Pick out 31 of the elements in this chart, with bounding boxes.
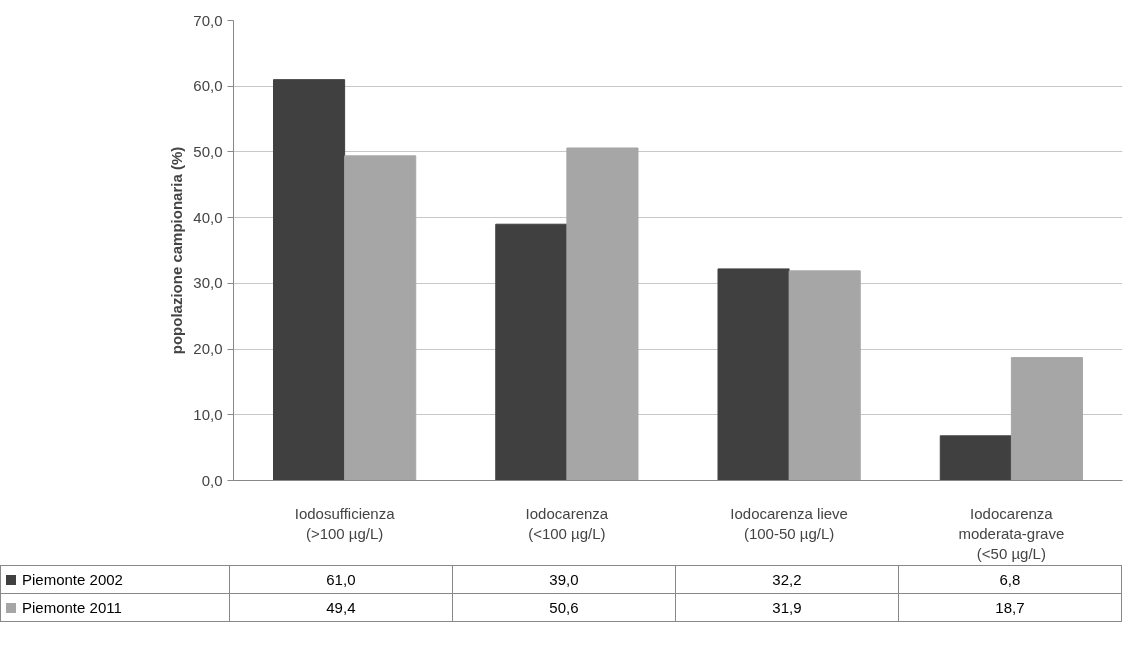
y-tick-label: 0,0 <box>201 471 223 489</box>
legend-label: Piemonte 2011 <box>0 593 230 622</box>
bar <box>273 79 346 481</box>
y-tick-label: 10,0 <box>193 405 223 423</box>
x-tick-label: Iodocarenza (<100 µg/L) <box>525 504 609 542</box>
data-label: 49,4 <box>229 593 453 622</box>
data-label: 39,0 <box>452 565 676 594</box>
data-label: 61,0 <box>229 565 453 594</box>
bar <box>717 268 790 481</box>
bar <box>1010 357 1083 481</box>
data-label: 32,2 <box>675 565 899 594</box>
y-tick-label: 60,0 <box>193 77 223 95</box>
x-tick-label: Iodocarenza moderata-grave (<50 µg/L) <box>958 504 1065 563</box>
y-tick-label: 30,0 <box>193 274 223 292</box>
data-label: 31,9 <box>675 593 899 622</box>
data-label: 6,8 <box>898 565 1122 594</box>
bar <box>788 270 861 481</box>
bar <box>495 223 568 481</box>
x-tick-label: Iodosufficienza (>100 µg/L) <box>294 504 396 542</box>
bar <box>939 435 1012 481</box>
legend-label: Piemonte 2002 <box>0 565 230 594</box>
y-tick-label: 70,0 <box>193 11 223 29</box>
y-tick-label: 50,0 <box>193 142 223 160</box>
x-tick-label: Iodocarenza lieve (100-50 µg/L) <box>730 504 848 542</box>
y-tick-label: 20,0 <box>193 340 223 358</box>
data-label: 50,6 <box>452 593 676 622</box>
y-axis-title: popolazione campionaria (%) <box>168 146 186 355</box>
bar <box>566 147 639 481</box>
y-tick-label: 40,0 <box>193 208 223 226</box>
bar <box>344 155 417 481</box>
data-label: 18,7 <box>898 593 1122 622</box>
